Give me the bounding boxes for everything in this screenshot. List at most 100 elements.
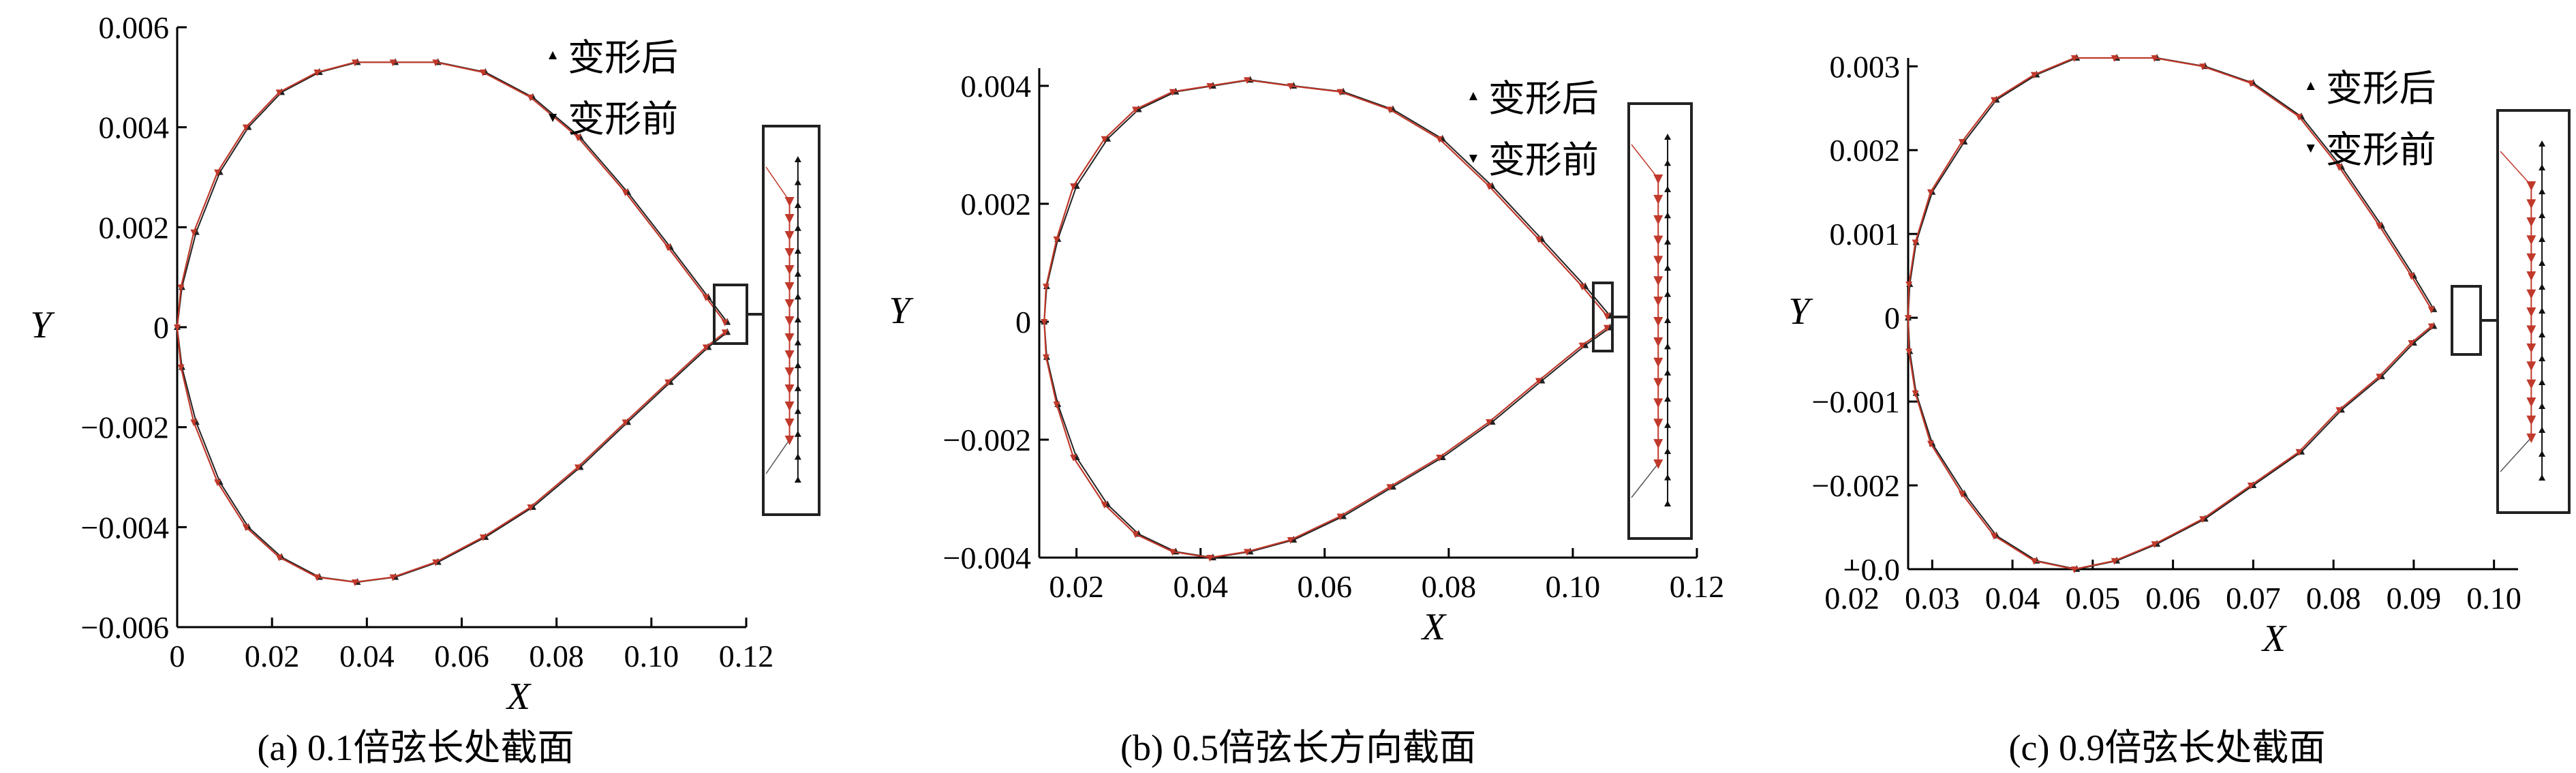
x-axis-label: X: [1421, 606, 1447, 648]
data-point-before: [2427, 306, 2435, 314]
data-point-before: [721, 319, 729, 327]
data-point-before: [2408, 273, 2415, 280]
inset-point-after: [1664, 134, 1672, 140]
y-tick-label: 0: [1884, 301, 1900, 335]
inset-point-after: [2539, 451, 2546, 457]
y-tick-label: 0.003: [1830, 49, 1901, 84]
inset-point-before: [2526, 307, 2536, 317]
inset-point-before: [2526, 253, 2536, 263]
inset-point-before: [784, 436, 795, 445]
data-point-before: [2295, 114, 2303, 121]
y-tick-label: −0.0: [1843, 552, 1900, 587]
series-line-after: [176, 61, 728, 583]
x-axis-label: X: [2261, 618, 2288, 660]
inset-point-before: [784, 333, 795, 343]
data-point-before: [1132, 106, 1139, 114]
y-tick-label: −0.001: [1812, 384, 1900, 419]
zoom-box: [2451, 285, 2482, 356]
legend-label: 变形后: [1488, 78, 1599, 119]
inset-point-before: [1653, 459, 1663, 469]
x-tick-label: 0: [170, 639, 185, 673]
data-point-before: [275, 89, 283, 97]
inset-point-after: [2539, 284, 2546, 290]
data-point-before: [351, 579, 358, 586]
data-point-before: [1101, 502, 1108, 509]
inset-point-before: [784, 350, 795, 360]
legend-marker-before: [2306, 145, 2315, 153]
legend-marker-after: [2306, 82, 2315, 90]
x-tick-label: 0.08: [1422, 569, 1477, 604]
inset-point-after: [794, 156, 801, 162]
inset-point-after: [794, 179, 801, 185]
data-point-before: [1287, 537, 1294, 545]
data-point-before: [1041, 318, 1048, 326]
data-point-before: [1535, 236, 1542, 243]
inset-point-before: [2526, 397, 2536, 408]
data-point-before: [574, 464, 581, 472]
inset-point-before: [784, 197, 795, 207]
legend-label: 变形前: [2326, 130, 2436, 170]
data-point-before: [1905, 281, 1913, 288]
x-tick-label: 0.02: [245, 639, 300, 673]
y-tick-label: −0.006: [81, 610, 169, 645]
data-point-before: [527, 94, 534, 102]
inset-point-before: [1653, 235, 1663, 245]
data-point-before: [1206, 555, 1214, 562]
inset-point-before: [1653, 317, 1663, 327]
legend-marker-before: [549, 114, 557, 122]
legend-label: 变形后: [568, 37, 678, 78]
legend-marker-before: [1469, 155, 1477, 163]
x-tick-label: 0.02: [1049, 569, 1104, 604]
panel-caption: (b) 0.5倍弦长方向截面: [1120, 727, 1476, 768]
inset-point-before: [2526, 343, 2536, 353]
y-tick-label: 0.002: [961, 187, 1032, 222]
inset-point-before: [1653, 175, 1663, 184]
y-tick-label: −0.002: [81, 410, 169, 445]
y-tick-label: 0: [153, 310, 169, 345]
data-point-before: [479, 70, 487, 76]
data-point-before: [1927, 440, 1934, 448]
data-point-before: [1169, 549, 1176, 556]
inset-trace-before: [2500, 151, 2532, 186]
inset-point-before: [1653, 194, 1663, 204]
y-axis-label: Y: [889, 290, 914, 332]
inset-point-after: [1664, 500, 1672, 506]
data-point-before: [432, 59, 440, 67]
y-tick-label: 0.004: [961, 69, 1032, 104]
inset-point-after: [2539, 403, 2546, 409]
inset-point-after: [1664, 160, 1672, 166]
x-tick-label: 0.07: [2226, 581, 2281, 616]
inset-point-before: [2526, 289, 2536, 299]
data-point-before: [1132, 531, 1139, 539]
data-point-before: [2427, 323, 2435, 331]
data-point-before: [2376, 222, 2383, 230]
y-tick-label: 0.002: [99, 210, 170, 245]
inset-point-after: [1664, 395, 1672, 402]
chart-panel-1: 0 0.02 0.04 0.06 0.08 0.10 0.12 0.006 0.004 0.002…: [30, 10, 821, 768]
inset-point-before: [2526, 415, 2536, 425]
data-point-before: [1578, 284, 1586, 291]
inset-point-before: [1653, 419, 1663, 429]
data-point-before: [2030, 558, 2038, 565]
data-point-before: [479, 534, 487, 541]
inset-point-after: [1664, 264, 1672, 271]
data-point-before: [2070, 55, 2078, 62]
y-tick-label: 0: [1015, 305, 1031, 339]
inset-point-before: [784, 282, 795, 292]
data-point-before: [574, 134, 581, 142]
inset-point-after: [1664, 369, 1672, 376]
inset-point-before: [784, 401, 795, 411]
inset-trace-before: [765, 166, 791, 202]
data-point-before: [1436, 136, 1443, 143]
y-tick-label: 0.006: [99, 10, 170, 45]
chart-panel-3: 0.02 0.03 0.04 0.05 0.06 0.07 0.08 0.09 0.10 0.00…: [1788, 49, 2571, 768]
y-tick-label: 0.002: [1830, 133, 1901, 168]
inset-point-after: [2539, 427, 2546, 433]
x-tick-label: 0.10: [624, 639, 679, 673]
data-point-before: [1486, 419, 1493, 427]
y-tick-label: −0.002: [1812, 468, 1900, 503]
data-point-before: [2151, 541, 2158, 549]
inset-point-after: [2539, 474, 2546, 481]
data-point-before: [1578, 342, 1586, 350]
legend-label: 变形后: [2326, 68, 2436, 109]
